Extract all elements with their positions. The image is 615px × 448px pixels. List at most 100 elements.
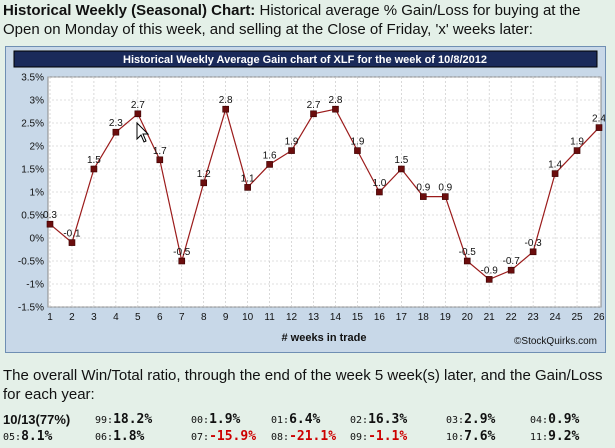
data-point	[398, 165, 405, 173]
data-label: 1.2	[197, 169, 211, 180]
data-label: 2.3	[109, 118, 123, 129]
x-tick-label: 7	[179, 312, 185, 323]
x-axis-ticks: 1 2 3 4 5 6 7 8 9 10 11 12 13 14 15 16 17 18 19 20 21 22 23 24 2…	[47, 312, 605, 323]
year-result: 10:7.6%	[446, 429, 495, 444]
year-value: 9.2%	[548, 429, 580, 444]
y-tick-label: 1.5%	[21, 165, 44, 176]
year-label: 05:	[3, 432, 22, 443]
y-tick-label: 0%	[30, 234, 45, 245]
y-tick-label: 3%	[30, 96, 45, 107]
x-tick-label: 24	[550, 312, 562, 323]
data-label: 1.6	[263, 150, 277, 161]
data-label: 1.9	[285, 137, 299, 148]
year-label: 06:	[95, 432, 114, 443]
data-point	[288, 147, 295, 154]
series-line	[49, 107, 600, 281]
data-label: -0.5	[173, 247, 191, 258]
y-tick-label: 2%	[30, 142, 45, 153]
data-point	[178, 257, 186, 265]
x-tick-label: 20	[462, 312, 474, 323]
data-point	[332, 105, 339, 113]
y-tick-label: 3.5%	[21, 73, 44, 84]
data-point	[222, 105, 229, 113]
data-point	[68, 239, 76, 246]
data-label: 1.0	[372, 178, 386, 189]
data-label: -0.9	[481, 265, 499, 276]
data-markers	[46, 105, 603, 283]
x-tick-label: 10	[242, 312, 254, 323]
data-point	[529, 248, 537, 256]
x-tick-label: 8	[201, 312, 207, 323]
y-tick-label: -1%	[26, 280, 44, 291]
data-point	[310, 110, 317, 118]
year-result: 04:0.9%	[530, 412, 579, 427]
data-label: 1.5	[394, 155, 408, 166]
x-tick-label: 19	[440, 312, 452, 323]
data-label: -0.1	[63, 229, 81, 240]
win-total-ratio: 10/13(77%)	[3, 412, 70, 427]
x-tick-label: 6	[157, 312, 163, 323]
year-result: 99:18.2%	[95, 412, 152, 427]
year-result: 00:1.9%	[191, 412, 240, 427]
x-tick-label: 3	[91, 312, 97, 323]
data-label: 1.9	[570, 137, 584, 148]
x-tick-label: 11	[264, 312, 275, 323]
x-tick-label: 23	[528, 312, 540, 323]
page-title: Historical Weekly (Seasonal) Chart:	[3, 2, 256, 19]
year-value: 0.9%	[548, 412, 580, 427]
year-label: 02:	[350, 415, 369, 426]
data-point	[156, 156, 164, 164]
data-point	[573, 147, 581, 154]
y-tick-label: -1.5%	[18, 303, 44, 314]
year-label: 03:	[446, 415, 465, 426]
data-point	[463, 257, 471, 265]
data-point	[200, 179, 208, 187]
x-tick-label: 17	[396, 312, 408, 323]
data-label: 1.7	[153, 146, 167, 157]
data-label: 1.1	[241, 173, 255, 184]
yearly-results: 10/13(77%) 99:18.2% 00:1.9% 01:6.4% 02:16.3%…	[3, 412, 611, 446]
x-tick-label: 5	[135, 312, 141, 323]
year-result: 08:-21.1%	[271, 429, 336, 444]
data-label: 2.8	[329, 95, 343, 106]
year-result: 01:6.4%	[271, 412, 320, 427]
data-label: 1.9	[350, 137, 364, 148]
year-value: 2.9%	[464, 412, 496, 427]
data-label: 0.9	[438, 183, 452, 194]
year-label: 01:	[271, 415, 290, 426]
data-label: 2.8	[219, 95, 233, 106]
year-value: 6.4%	[289, 412, 321, 427]
data-label: -0.3	[525, 238, 543, 249]
x-tick-label: 21	[484, 312, 496, 323]
year-value: 1.8%	[113, 429, 145, 444]
x-tick-label: 25	[571, 312, 583, 323]
x-tick-label: 26	[593, 312, 605, 323]
year-value: 10/13(77%)	[3, 412, 71, 427]
data-label: 2.7	[131, 100, 145, 111]
data-label: 0.3	[43, 210, 57, 221]
data-label: -0.5	[459, 247, 477, 258]
header: Historical Weekly (Seasonal) Chart: Hist…	[3, 1, 611, 39]
yearly-row-2: 05:8.1% 06:1.8% 07:-15.9% 08:-21.1% 09:-1.1%…	[3, 429, 611, 446]
data-label: 0.9	[416, 183, 430, 194]
y-tick-label: -0.5%	[18, 257, 44, 268]
x-tick-label: 15	[352, 312, 364, 323]
data-label: 2.4	[592, 114, 605, 125]
year-label: 07:	[191, 432, 210, 443]
data-point	[46, 220, 54, 228]
summary-text: The overall Win/Total ratio, through the…	[3, 367, 603, 403]
year-value: -21.1%	[289, 429, 337, 444]
year-label: 11:	[530, 432, 549, 443]
x-tick-label: 14	[330, 312, 342, 323]
x-tick-label: 1	[47, 312, 53, 323]
year-result: 07:-15.9%	[191, 429, 256, 444]
yearly-row-1: 10/13(77%) 99:18.2% 00:1.9% 01:6.4% 02:16.3%…	[3, 412, 611, 429]
year-label: 99:	[95, 415, 114, 426]
year-result: 02:16.3%	[350, 412, 407, 427]
year-value: 16.3%	[368, 412, 408, 427]
chart-title-bar	[13, 50, 598, 68]
x-tick-label: 12	[286, 312, 298, 323]
year-value: 7.6%	[464, 429, 496, 444]
y-tick-label: 1%	[30, 188, 45, 199]
grid-lines	[48, 76, 601, 308]
